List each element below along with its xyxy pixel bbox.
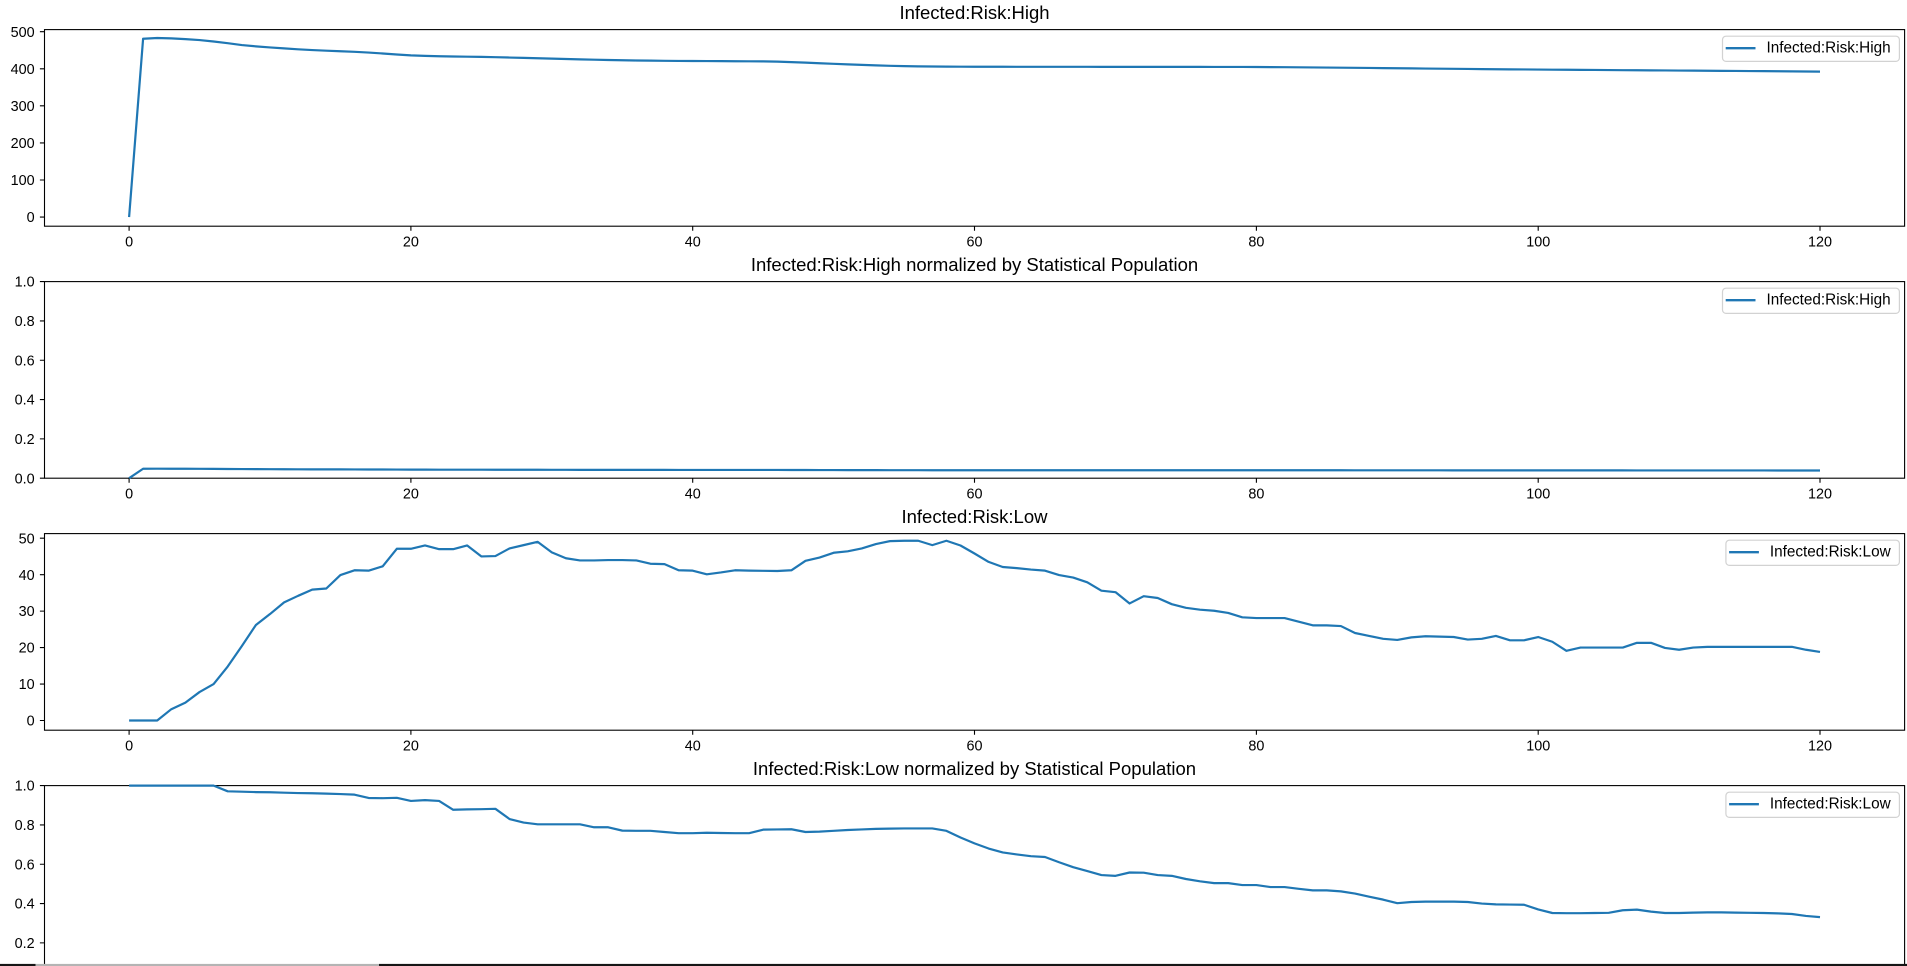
svg-text:300: 300 [11,99,35,115]
svg-text:Infected:Risk:Low: Infected:Risk:Low [1770,796,1892,813]
svg-text:120: 120 [1808,234,1832,250]
svg-text:40: 40 [685,486,701,502]
svg-text:Infected:Risk:Low: Infected:Risk:Low [1770,544,1892,561]
svg-text:120: 120 [1808,486,1832,502]
svg-text:0.6: 0.6 [15,353,35,369]
svg-text:Infected:Risk:High normalized: Infected:Risk:High normalized by Statist… [751,254,1198,275]
svg-text:100: 100 [1526,486,1550,502]
svg-text:0.4: 0.4 [15,897,35,913]
svg-text:1.0: 1.0 [15,779,35,795]
svg-text:0.0: 0.0 [15,471,35,487]
svg-text:20: 20 [403,234,419,250]
svg-text:0: 0 [27,714,35,730]
svg-text:60: 60 [966,738,982,754]
svg-text:0: 0 [125,486,133,502]
svg-text:40: 40 [19,568,35,584]
svg-text:0.4: 0.4 [15,393,35,409]
svg-text:80: 80 [1248,486,1264,502]
svg-text:40: 40 [685,738,701,754]
svg-text:0: 0 [27,210,35,226]
svg-text:0.8: 0.8 [15,818,35,834]
svg-text:Infected:Risk:High: Infected:Risk:High [1767,40,1891,57]
svg-text:80: 80 [1248,738,1264,754]
svg-text:20: 20 [19,641,35,657]
svg-text:Infected:Risk:High: Infected:Risk:High [899,2,1049,23]
svg-text:60: 60 [966,486,982,502]
svg-text:0.8: 0.8 [15,314,35,330]
svg-text:60: 60 [966,234,982,250]
svg-text:Infected:Risk:High: Infected:Risk:High [1767,292,1891,309]
svg-text:0.2: 0.2 [15,432,35,448]
svg-text:20: 20 [403,738,419,754]
svg-text:400: 400 [11,62,35,78]
svg-text:20: 20 [403,486,419,502]
svg-text:Infected:Risk:Low: Infected:Risk:Low [901,506,1048,527]
svg-text:100: 100 [1526,738,1550,754]
svg-text:100: 100 [1526,234,1550,250]
svg-text:40: 40 [685,234,701,250]
svg-text:0: 0 [125,234,133,250]
svg-text:200: 200 [11,136,35,152]
svg-text:120: 120 [1808,738,1832,754]
svg-text:30: 30 [19,604,35,620]
svg-text:10: 10 [19,677,35,693]
svg-text:0: 0 [125,738,133,754]
svg-text:0.6: 0.6 [15,857,35,873]
svg-text:0.2: 0.2 [15,936,35,952]
svg-text:100: 100 [11,173,35,189]
svg-text:Infected:Risk:Low normalized b: Infected:Risk:Low normalized by Statisti… [753,758,1196,779]
svg-text:80: 80 [1248,234,1264,250]
svg-text:500: 500 [11,25,35,41]
svg-text:50: 50 [19,531,35,547]
svg-text:1.0: 1.0 [15,275,35,291]
